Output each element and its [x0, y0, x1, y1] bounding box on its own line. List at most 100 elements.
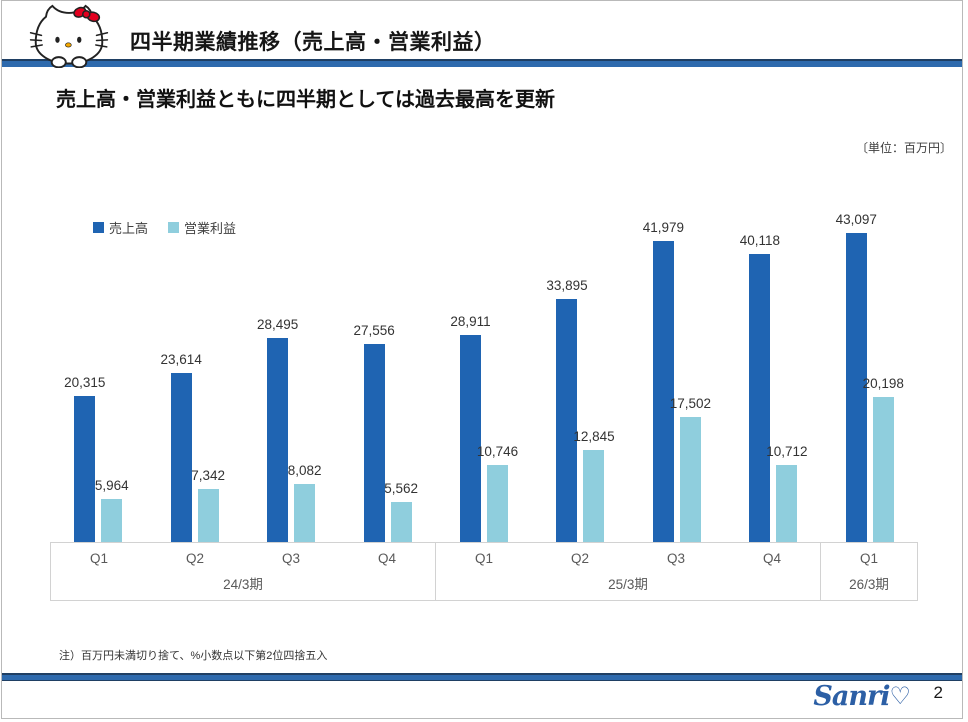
- quarter-label-row: Q1: [821, 543, 917, 570]
- revenue-bar-column: 27,556: [353, 323, 395, 542]
- revenue-bar-value-label: 41,979: [642, 220, 685, 235]
- revenue-bar-value-label: 27,556: [353, 323, 395, 338]
- revenue-swatch-icon: [93, 222, 104, 233]
- unit-label: 〔単位：百万円〕: [855, 141, 952, 155]
- revenue-bar-column: 23,614: [161, 352, 202, 542]
- profit-bar: [487, 465, 508, 542]
- kitty-bow: [73, 6, 101, 23]
- quarter-bar-group: 20,315 5,964: [50, 159, 146, 542]
- fiscal-period-label: 24/3期: [223, 576, 263, 592]
- revenue-bar-column: 41,979: [643, 220, 684, 542]
- chart-legend: 売上高 営業利益: [93, 218, 236, 237]
- revenue-bar-value-label: 28,911: [450, 314, 491, 329]
- profit-swatch-icon: [168, 222, 180, 233]
- quarter-bar-group: 27,556 5,562: [339, 159, 435, 542]
- quarter-label: Q4: [377, 550, 396, 566]
- quarter-bar-group: 43,097 20,198: [822, 159, 918, 542]
- profit-bar-column: 12,845: [573, 429, 615, 542]
- heart-icon: ♡: [889, 681, 910, 710]
- revenue-bar-column: 28,911: [450, 314, 491, 542]
- kitty-paw-right: [71, 56, 88, 68]
- profit-bar: [390, 502, 412, 542]
- legend-item-revenue: 売上高: [93, 218, 148, 237]
- profit-bar-value-label: 10,746: [476, 444, 519, 459]
- page-title: 四半期業績推移（売上高・営業利益）: [130, 31, 496, 54]
- profit-bar-value-label: 17,502: [669, 396, 712, 411]
- profit-bar: [101, 499, 123, 542]
- kitty-eye-right: [77, 36, 82, 43]
- profit-bar-value-label: 5,562: [384, 481, 418, 496]
- profit-bar-value-label: 7,342: [191, 468, 226, 483]
- quarter-label: Q2: [185, 550, 204, 566]
- revenue-bar: [74, 396, 96, 542]
- profit-bar-value-label: 8,082: [287, 463, 322, 478]
- profit-bar-value-label: 20,198: [862, 376, 904, 391]
- plot-section: 20,315 5,964 23,614 7,342 28,495 8,082 27,556 5…: [50, 159, 436, 542]
- profit-bar: [776, 465, 798, 542]
- quarter-label: Q1: [89, 550, 108, 566]
- revenue-bar-column: 20,315: [64, 375, 105, 542]
- revenue-bar: [749, 254, 771, 542]
- profit-bar-value-label: 12,845: [573, 429, 615, 444]
- x-axis-label-box: Q1 Q2 Q3 Q4 24/3期 Q1 Q2 Q3 Q4 25/3期 Q1 26/3期: [50, 542, 918, 601]
- revenue-bar-column: 43,097: [836, 212, 877, 542]
- plot-section: 28,911 10,746 33,895 12,845 41,979 17,502 40,1…: [436, 159, 822, 542]
- quarter-bar-group: 40,118 10,712: [725, 159, 821, 542]
- quarter-label: Q4: [762, 550, 781, 566]
- header-rule: [2, 59, 962, 67]
- profit-bar: [583, 450, 605, 542]
- profit-bar-column: 20,198: [863, 376, 904, 542]
- axis-section: Q1 Q2 Q3 Q4 25/3期: [435, 543, 820, 600]
- revenue-bar-column: 28,495: [257, 317, 298, 542]
- revenue-bar-value-label: 43,097: [835, 212, 877, 227]
- kitty-eye-left: [55, 36, 60, 43]
- fiscal-period-label: 25/3期: [608, 576, 648, 592]
- fiscal-period-label: 26/3期: [849, 576, 889, 592]
- legend-label-profit: 営業利益: [184, 221, 237, 236]
- revenue-bar: [556, 299, 578, 542]
- quarter-label: Q1: [859, 550, 878, 566]
- revenue-bar: [460, 335, 481, 542]
- footer-rule: [2, 673, 962, 681]
- revenue-bar: [170, 373, 192, 542]
- revenue-bar: [652, 241, 674, 542]
- page-number: 2: [933, 683, 943, 702]
- profit-bar-column: 5,964: [95, 478, 129, 542]
- revenue-bar-value-label: 40,118: [739, 233, 781, 248]
- revenue-bar-value-label: 23,614: [160, 352, 202, 367]
- revenue-bar-value-label: 33,895: [546, 278, 588, 293]
- revenue-bar: [845, 233, 867, 542]
- profit-bar-column: 7,342: [191, 468, 225, 542]
- profit-bar-value-label: 5,964: [94, 478, 129, 493]
- footnote: 注）百万円未満切り捨て、%小数点以下第2位四捨五入: [59, 650, 328, 662]
- bar-chart-plot: 20,315 5,964 23,614 7,342 28,495 8,082 27,556 5…: [50, 159, 918, 542]
- legend-label-revenue: 売上高: [109, 221, 149, 236]
- hello-kitty-logo: [29, 4, 109, 68]
- quarter-bar-group: 33,895 12,845: [532, 159, 628, 542]
- quarter-label: Q1: [474, 550, 493, 566]
- revenue-bar-value-label: 20,315: [64, 375, 106, 390]
- quarter-label: Q3: [281, 550, 300, 566]
- quarter-bar-group: 41,979 17,502: [629, 159, 725, 542]
- profit-bar-column: 10,712: [766, 444, 808, 542]
- profit-bar: [197, 489, 219, 542]
- profit-bar: [294, 484, 316, 542]
- profit-bar-value-label: 10,712: [766, 444, 808, 459]
- profit-bar: [679, 417, 701, 542]
- sanrio-logo-text: Sanri: [813, 681, 890, 712]
- profit-bar-column: 5,562: [384, 481, 418, 542]
- quarter-bar-group: 28,911 10,746: [436, 159, 532, 542]
- quarter-label: Q3: [666, 550, 685, 566]
- profit-bar-column: 17,502: [670, 396, 711, 542]
- profit-bar-column: 8,082: [288, 463, 322, 542]
- kitty-whiskers: [29, 32, 109, 48]
- revenue-bar: [363, 344, 385, 542]
- axis-section: Q1 Q2 Q3 Q4 24/3期: [51, 543, 435, 600]
- quarter-label: Q2: [570, 550, 589, 566]
- revenue-bar-value-label: 28,495: [256, 317, 299, 332]
- kitty-paw-left: [50, 56, 67, 68]
- quarter-label-row: Q1 Q2 Q3 Q4: [436, 543, 820, 570]
- quarter-bar-group: 23,614 7,342: [146, 159, 242, 542]
- revenue-bar-column: 40,118: [740, 233, 780, 542]
